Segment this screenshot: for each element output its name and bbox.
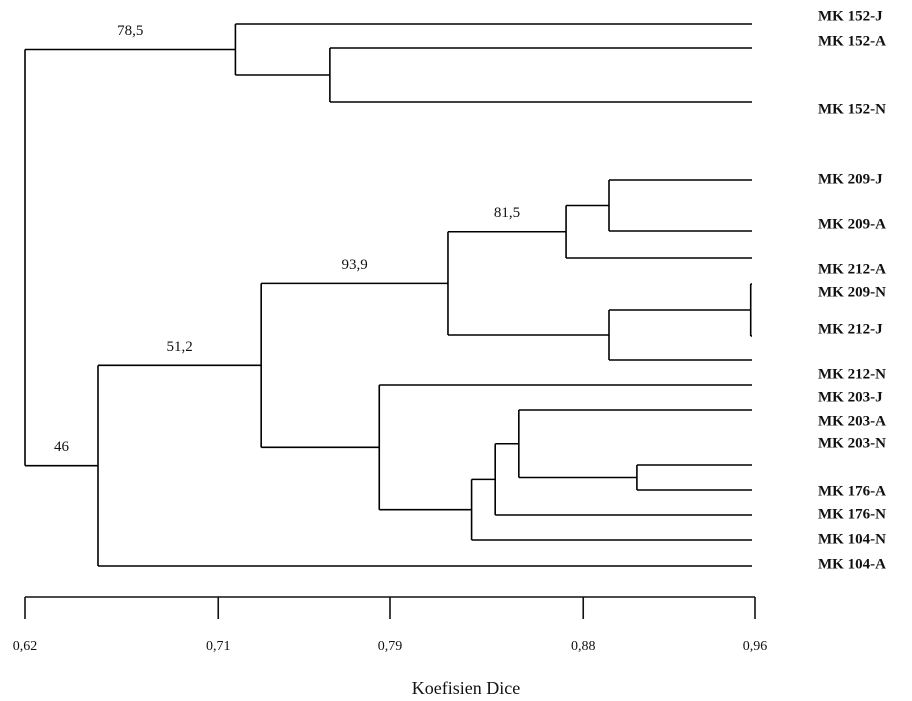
leaf-label: MK 176-A	[818, 483, 886, 499]
leaf-label: MK 152-J	[818, 8, 883, 24]
leaf-label: MK 203-N	[818, 435, 886, 451]
leaf-label: MK 152-A	[818, 33, 886, 49]
node-label: 51,2	[166, 339, 192, 355]
leaf-label: MK 209-A	[818, 216, 886, 232]
node-label: 93,9	[341, 257, 367, 273]
leaf-label: MK 152-N	[818, 101, 886, 117]
x-tick-label: 0,62	[13, 639, 38, 654]
leaf-label: MK 209-J	[818, 171, 883, 187]
leaf-label: MK 176-N	[818, 506, 886, 522]
leaf-label: MK 212-A	[818, 261, 886, 277]
leaf-label: MK 209-N	[818, 284, 886, 300]
node-label: 81,5	[494, 205, 520, 221]
leaf-label: MK 212-N	[818, 366, 886, 382]
x-axis-label: Koefisien Dice	[412, 678, 520, 698]
node-label: 46	[54, 439, 70, 455]
leaf-label: MK 104-N	[818, 531, 886, 547]
node-label: 78,5	[117, 23, 143, 39]
leaf-label: MK 203-J	[818, 389, 883, 405]
x-tick-label: 0,96	[743, 639, 768, 654]
leaf-label: MK 104-A	[818, 556, 886, 572]
leaf-label: MK 203-A	[818, 413, 886, 429]
leaf-label: MK 212-J	[818, 321, 883, 337]
x-tick-label: 0,71	[206, 639, 231, 654]
x-tick-label: 0,79	[378, 639, 403, 654]
x-tick-label: 0,88	[571, 639, 596, 654]
